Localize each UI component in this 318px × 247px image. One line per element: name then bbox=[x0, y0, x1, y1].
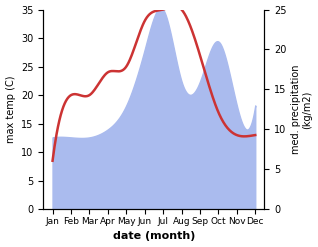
Y-axis label: med. precipitation
(kg/m2): med. precipitation (kg/m2) bbox=[291, 65, 313, 154]
Y-axis label: max temp (C): max temp (C) bbox=[5, 76, 16, 143]
X-axis label: date (month): date (month) bbox=[113, 231, 195, 242]
